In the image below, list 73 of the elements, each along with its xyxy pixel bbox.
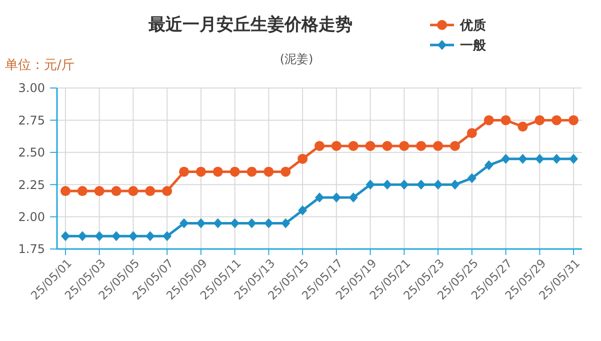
point bbox=[535, 154, 544, 164]
point bbox=[145, 186, 156, 196]
y-tick-label: 2.00 bbox=[18, 210, 45, 224]
point bbox=[162, 231, 172, 242]
y-tick-label: 1.75 bbox=[18, 242, 45, 256]
point bbox=[77, 186, 88, 196]
point bbox=[196, 218, 206, 228]
point bbox=[382, 180, 392, 190]
point bbox=[467, 173, 476, 184]
y-axis-title: 单位：元/斤 bbox=[5, 58, 74, 73]
legend-label: 一般 bbox=[460, 38, 487, 54]
point bbox=[230, 218, 240, 228]
point bbox=[365, 140, 376, 151]
point bbox=[348, 140, 358, 151]
point bbox=[94, 186, 104, 196]
point bbox=[569, 154, 578, 164]
y-tick-label: 2.25 bbox=[18, 178, 45, 192]
point bbox=[213, 218, 222, 228]
point bbox=[501, 154, 510, 164]
point bbox=[111, 186, 122, 196]
point bbox=[298, 205, 308, 216]
point bbox=[450, 180, 460, 190]
point bbox=[433, 140, 444, 151]
y-tick-label: 2.75 bbox=[18, 113, 45, 128]
point bbox=[400, 180, 409, 190]
point bbox=[416, 180, 426, 190]
point bbox=[128, 231, 138, 242]
point bbox=[230, 166, 240, 177]
point bbox=[399, 140, 410, 151]
point bbox=[162, 186, 172, 196]
point bbox=[466, 128, 477, 138]
point bbox=[552, 115, 562, 126]
y-tick-label: 2.50 bbox=[18, 146, 45, 160]
point bbox=[196, 166, 206, 177]
point bbox=[416, 140, 426, 151]
point bbox=[298, 154, 308, 164]
point bbox=[264, 166, 274, 177]
point bbox=[534, 115, 545, 126]
point bbox=[434, 180, 443, 190]
point bbox=[332, 192, 341, 202]
point bbox=[246, 166, 257, 177]
point bbox=[366, 180, 375, 190]
point bbox=[314, 140, 324, 151]
point bbox=[568, 115, 579, 126]
point bbox=[552, 154, 562, 164]
point bbox=[315, 192, 324, 202]
point bbox=[484, 115, 494, 126]
point bbox=[60, 186, 70, 196]
point bbox=[281, 218, 290, 228]
point bbox=[450, 140, 460, 151]
point bbox=[179, 166, 190, 177]
point bbox=[518, 122, 528, 132]
point bbox=[128, 186, 138, 196]
legend-label: 优质 bbox=[459, 18, 486, 34]
point bbox=[500, 115, 511, 126]
point bbox=[264, 218, 274, 228]
point bbox=[180, 218, 189, 228]
point bbox=[518, 154, 528, 164]
point bbox=[78, 231, 87, 242]
point bbox=[331, 140, 342, 151]
point bbox=[212, 166, 223, 177]
point bbox=[348, 192, 358, 202]
y-tick-label: 3.00 bbox=[18, 81, 45, 96]
chart-subtitle: (泥姜) bbox=[280, 52, 314, 66]
point bbox=[94, 231, 104, 242]
point bbox=[484, 160, 494, 170]
point bbox=[280, 166, 291, 177]
chart-title: 最近一月安丘生姜价格走势 bbox=[148, 14, 352, 35]
point bbox=[382, 140, 392, 151]
point bbox=[112, 231, 121, 242]
point bbox=[146, 231, 155, 242]
point bbox=[60, 231, 70, 242]
point bbox=[247, 218, 256, 228]
